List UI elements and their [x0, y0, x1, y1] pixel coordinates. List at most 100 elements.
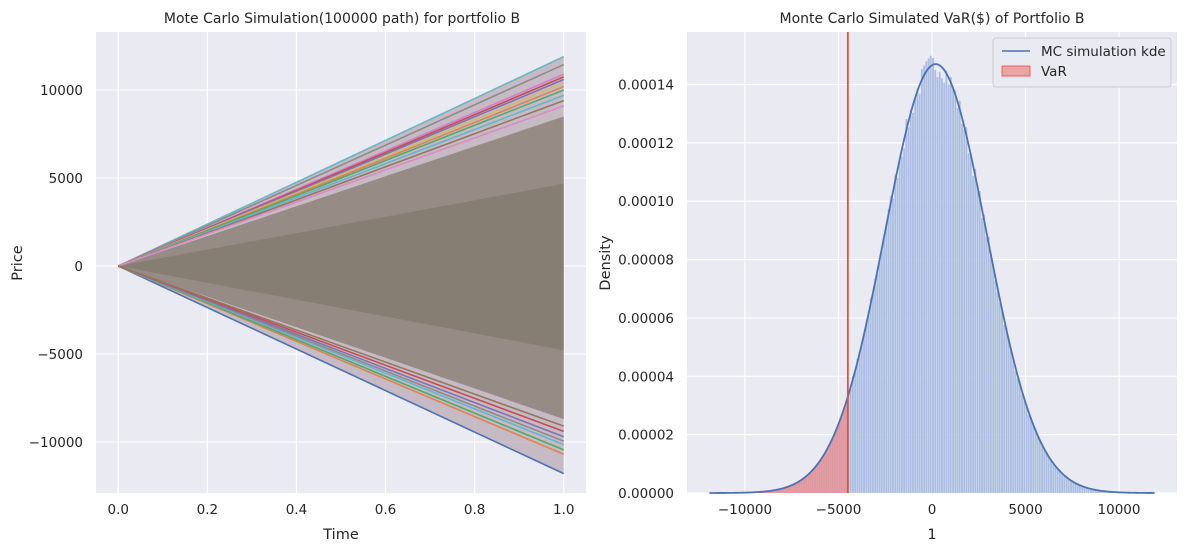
- histogram-bar: [969, 155, 973, 494]
- histogram-bar: [882, 239, 886, 494]
- histogram-bar: [1043, 449, 1046, 494]
- histogram-bar: [874, 278, 877, 494]
- histogram-bar: [900, 156, 904, 494]
- left-x-ticks: 0.0 0.2 0.4 0.6 0.8 1.0: [108, 502, 575, 518]
- var-shaded-area: [709, 396, 848, 493]
- histogram-bar: [1060, 473, 1064, 494]
- left-x-tick-label: 0.4: [286, 502, 307, 518]
- histogram-bar: [911, 112, 915, 494]
- histogram-bar: [909, 109, 912, 494]
- histogram-bar: [1036, 433, 1039, 494]
- simulation-path: [117, 265, 565, 451]
- histogram-bar: [891, 198, 895, 494]
- histogram-bar: [956, 107, 959, 494]
- histogram-bar: [867, 311, 870, 494]
- histogram-bar: [980, 217, 984, 494]
- histogram-bar: [1025, 403, 1028, 494]
- histogram-bar: [963, 129, 966, 494]
- histogram-bar: [907, 126, 910, 494]
- right-x-tick-label: 5000: [1008, 502, 1042, 518]
- right-x-tick-label: −10000: [718, 502, 772, 518]
- histogram-bar: [1020, 393, 1024, 494]
- legend-kde-label: MC simulation kde: [1041, 44, 1166, 60]
- right-y-tick-label: 0.00004: [618, 369, 674, 385]
- right-y-tick-label: 0.00014: [618, 78, 674, 94]
- histogram-bar: [920, 68, 924, 494]
- histogram-bar: [976, 184, 979, 494]
- right-y-tick-label: 0.00010: [618, 194, 674, 210]
- histogram-bar: [1040, 445, 1044, 494]
- histogram-bar: [1069, 480, 1073, 494]
- histogram-bar: [1054, 466, 1057, 494]
- histogram-bar: [1045, 452, 1048, 494]
- histogram-bar: [1027, 414, 1030, 494]
- histogram-bar: [1076, 484, 1079, 494]
- histogram-bar: [851, 375, 855, 494]
- simulation-path: [117, 265, 565, 475]
- simulation-path: [117, 265, 565, 433]
- histogram-bar: [989, 254, 993, 494]
- right-y-axis-label: Density: [598, 235, 614, 291]
- histogram-bar: [1029, 416, 1033, 494]
- right-x-tick-label: 0: [928, 502, 937, 518]
- histogram-bar: [1067, 479, 1070, 494]
- histogram-bar: [991, 263, 995, 494]
- left-y-axis-label: Price: [10, 245, 26, 280]
- legend-var-swatch: [1001, 65, 1031, 77]
- simulation-path: [117, 94, 565, 267]
- histogram-bar: [958, 100, 961, 494]
- histogram-bar: [1074, 483, 1077, 494]
- histogram-bar: [1065, 477, 1068, 494]
- histogram-bar: [971, 175, 975, 494]
- histogram-bar: [1011, 358, 1015, 494]
- left-y-tick-label: 0: [74, 259, 83, 275]
- histogram-bar: [871, 293, 875, 494]
- simulation-path: [117, 89, 565, 267]
- histogram-bar: [1003, 324, 1006, 494]
- right-chart: Monte Carlo Simulated VaR($) of Portfoli…: [598, 11, 1177, 543]
- simulation-path: [118, 265, 564, 427]
- histogram-bar: [1000, 309, 1004, 494]
- left-x-tick-label: 0.8: [464, 502, 485, 518]
- left-y-tick-label: 5000: [49, 171, 83, 187]
- histogram-bar: [922, 65, 926, 494]
- histogram-bar: [1005, 327, 1008, 494]
- histogram-bar: [1034, 428, 1037, 494]
- histogram-bar: [1014, 370, 1017, 494]
- path-fan-center: [118, 183, 564, 351]
- histogram-bar: [918, 93, 921, 494]
- histogram-bar: [931, 57, 935, 494]
- histogram-bar: [954, 90, 957, 494]
- right-y-tick-label: 0.00006: [618, 311, 674, 327]
- histogram-bar: [949, 76, 953, 494]
- left-y-ticks: −10000 −5000 0 5000 10000: [29, 83, 83, 451]
- right-y-tick-label: 0.00000: [618, 486, 674, 502]
- histogram-bar: [1009, 347, 1013, 494]
- simulation-path: [117, 63, 565, 267]
- histogram-bar: [983, 214, 986, 494]
- left-y-tick-label: −10000: [29, 435, 83, 451]
- left-x-tick-label: 1.0: [553, 502, 574, 518]
- histogram-bar: [880, 249, 884, 494]
- right-var-region: [709, 32, 1155, 494]
- left-chart: Mote Carlo Simulation(100000 path) for p…: [10, 11, 586, 543]
- simulation-path: [117, 55, 565, 267]
- legend-box: [992, 37, 1172, 88]
- histogram-bar: [914, 98, 917, 494]
- histogram-bar: [862, 333, 866, 494]
- histogram-bar: [1052, 463, 1055, 494]
- left-y-tick-label: −5000: [37, 347, 83, 363]
- histogram-bar: [951, 88, 955, 494]
- right-x-ticks: −10000 −5000 0 5000 10000: [718, 502, 1141, 518]
- histogram-bar: [1058, 471, 1062, 494]
- histogram-bar: [947, 84, 950, 494]
- left-y-tick-label: 10000: [40, 83, 83, 99]
- histogram-bar: [878, 257, 881, 494]
- histogram-bar: [927, 58, 930, 494]
- histogram-bar: [905, 118, 908, 494]
- right-x-tick-label: 10000: [1098, 502, 1141, 518]
- left-x-tick-label: 0.0: [108, 502, 129, 518]
- histogram-bar: [998, 302, 1001, 494]
- histogram-bar: [856, 358, 859, 494]
- histogram-bar: [978, 190, 981, 494]
